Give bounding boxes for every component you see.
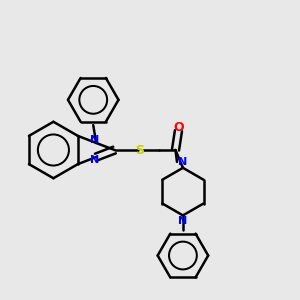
Text: S: S: [135, 143, 144, 157]
Text: N: N: [178, 216, 188, 226]
Text: N: N: [178, 158, 188, 167]
Text: O: O: [174, 121, 184, 134]
Text: N: N: [90, 135, 99, 145]
Text: N: N: [90, 155, 99, 165]
